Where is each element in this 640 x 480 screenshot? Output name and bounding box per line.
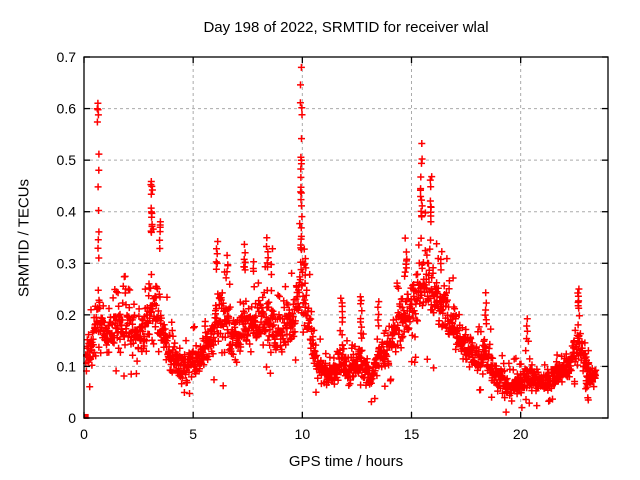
y-tick-label: 0.3 <box>57 255 77 271</box>
x-tick-label: 10 <box>295 426 311 442</box>
x-tick-label: 0 <box>80 426 88 442</box>
x-tick-label: 20 <box>513 426 529 442</box>
y-tick-label: 0.5 <box>57 152 77 168</box>
x-tick-label: 15 <box>404 426 420 442</box>
y-tick-label: 0 <box>68 410 76 426</box>
y-tick-label: 0.2 <box>57 307 77 323</box>
chart-title: Day 198 of 2022, SRMTID for receiver wla… <box>203 19 489 36</box>
plot-border <box>83 56 609 419</box>
y-tick-label: 0.6 <box>57 101 77 117</box>
axis-ticks <box>83 56 608 419</box>
y-axis-label: SRMTID / TECUs <box>15 178 33 298</box>
y-tick-label: 0.1 <box>57 358 77 374</box>
x-tick-label: 5 <box>189 426 197 442</box>
scatter-points <box>83 63 600 419</box>
y-tick-label: 0.4 <box>57 204 77 220</box>
x-axis-label: GPS time / hours <box>288 453 404 470</box>
tick-labels: 0 0.1 0.2 0.3 0.4 0.5 0.6 0.7 0 5 10 15 20 <box>57 49 529 442</box>
y-tick-label: 0.7 <box>57 49 77 65</box>
origin-square-marker <box>83 413 89 419</box>
